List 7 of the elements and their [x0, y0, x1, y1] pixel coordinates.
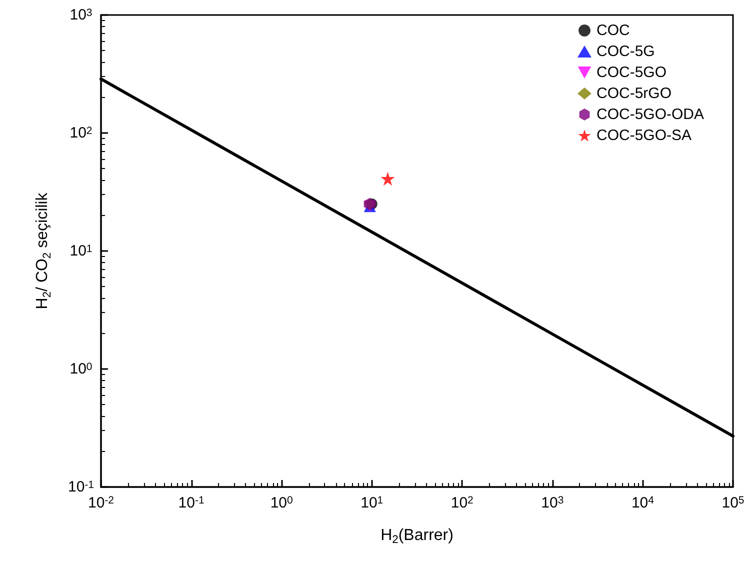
legend-label: COC-5rGO: [596, 85, 672, 102]
legend-label: COC-5GO-ODA: [596, 106, 704, 123]
legend-label: COC-5GO: [596, 64, 667, 81]
legend-label: COC: [596, 22, 630, 39]
y-axis-title: H2/ CO2 seçicilik: [34, 192, 54, 310]
legend-label: COC-5GO-SA: [596, 127, 692, 144]
legend-label: COC-5G: [596, 43, 655, 60]
